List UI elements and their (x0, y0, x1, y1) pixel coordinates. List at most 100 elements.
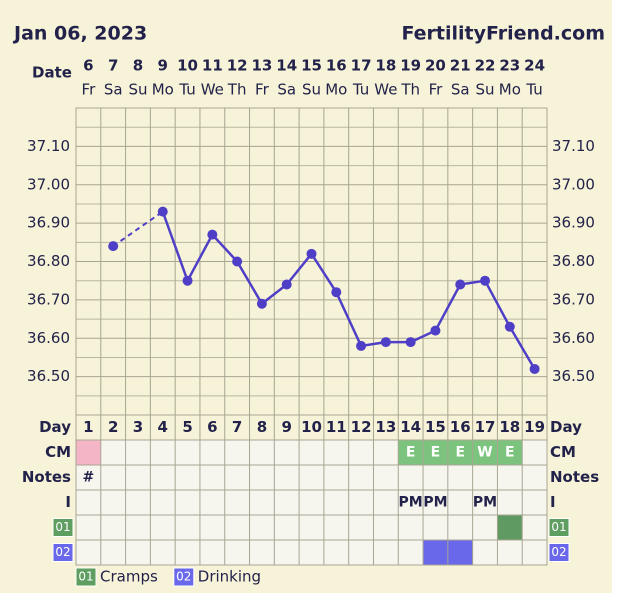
cycle-day: 4 (158, 418, 168, 436)
site-name: FertilityFriend.com (401, 23, 605, 45)
date-label: 11 (202, 57, 223, 75)
weekday-label: Fr (255, 81, 270, 99)
row-label-right: I (550, 493, 556, 511)
date-label: 15 (301, 57, 322, 75)
y-tick-label-right: 37.10 (552, 137, 595, 155)
weekday-label: Sa (451, 81, 470, 99)
cycle-day: 8 (257, 418, 267, 436)
temperature-point (331, 287, 342, 298)
row-badge (52, 518, 74, 537)
cell-fill (398, 440, 424, 465)
row-badge-label: 01 (55, 520, 70, 534)
cycle-day: 17 (475, 418, 496, 436)
date-label: 14 (276, 57, 297, 75)
cell-fill (423, 540, 448, 565)
cycle-day: 6 (207, 418, 217, 436)
y-tick-label-right: 36.80 (552, 252, 595, 270)
temperature-point (430, 325, 441, 336)
row-badge (548, 518, 570, 537)
temperature-point (232, 256, 243, 267)
cell-text: # (83, 470, 95, 486)
row-badge-label: 01 (551, 520, 566, 534)
temperature-point (480, 275, 491, 286)
cycle-day: 14 (400, 418, 421, 436)
row-badge-label: 02 (176, 570, 191, 584)
y-tick-label: 37.00 (27, 175, 70, 193)
date-label: 16 (326, 57, 347, 75)
cell-text: E (431, 445, 441, 461)
temperature-line (161, 211, 536, 370)
temperature-point (281, 279, 292, 290)
temperature-point (455, 279, 466, 290)
cycle-day: 7 (232, 418, 242, 436)
date-label: 21 (450, 57, 471, 75)
row-label: I (65, 493, 71, 511)
temperature-point (182, 275, 193, 286)
cell-fill (497, 515, 523, 540)
date-label: 8 (133, 57, 143, 75)
cycle-day: 18 (499, 418, 520, 436)
date-label: 20 (425, 57, 446, 75)
y-tick-label: 36.60 (27, 329, 70, 347)
temperature-point (529, 363, 540, 374)
weekday-label: Su (476, 81, 495, 99)
weekday-label: Tu (525, 81, 542, 99)
cell-text: PM (473, 495, 497, 511)
row-badge-label: 02 (55, 545, 70, 559)
y-tick-label: 36.80 (27, 252, 70, 270)
row-badge-label: 02 (551, 545, 566, 559)
temperature-point (108, 241, 119, 252)
cycle-day: 19 (524, 418, 545, 436)
temperature-point (157, 206, 168, 217)
date-label: 6 (83, 57, 93, 75)
cycle-day: 1 (83, 418, 93, 436)
weekday-label: Th (227, 81, 247, 99)
row-badge (52, 543, 74, 562)
plot-border (75, 107, 548, 566)
cycle-day: 5 (182, 418, 192, 436)
date-label: 9 (158, 57, 168, 75)
cell-text: E (505, 445, 515, 461)
y-tick-label-right: 36.90 (552, 214, 595, 232)
weekday-label: Mo (499, 81, 521, 99)
row-label-right: Notes (550, 468, 599, 486)
weekday-label: Th (400, 81, 420, 99)
cell-fill (472, 440, 498, 465)
weekday-label: Su (128, 81, 147, 99)
date-label: 22 (475, 57, 496, 75)
cell-text: E (455, 445, 465, 461)
weekday-label: We (374, 81, 397, 99)
temperature-point (504, 321, 515, 332)
date-label: Date (32, 64, 72, 82)
date-label: 23 (499, 57, 520, 75)
cycle-day: 9 (281, 418, 291, 436)
date-label: 13 (251, 57, 272, 75)
day-row-label: Day (39, 418, 71, 436)
cycle-day: 12 (351, 418, 372, 436)
row-badge (173, 567, 195, 587)
cycle-day: 16 (450, 418, 471, 436)
row-badge-label: 01 (78, 570, 93, 584)
y-tick-label: 36.70 (27, 290, 70, 308)
cell-fill (423, 440, 448, 465)
date-label: 17 (351, 57, 372, 75)
weekday-label: Su (302, 81, 321, 99)
weekday-label: Mo (152, 81, 174, 99)
y-tick-label: 36.50 (27, 367, 70, 385)
cell-text: E (406, 445, 416, 461)
weekday-label: Tu (178, 81, 195, 99)
cell-fill (447, 540, 473, 565)
cycle-day: 11 (326, 418, 347, 436)
cell-text: PM (399, 495, 423, 511)
y-tick-label-right: 36.60 (552, 329, 595, 347)
cell-fill (76, 440, 101, 465)
chart-date: Jan 06, 2023 (12, 23, 147, 45)
cycle-day: 13 (375, 418, 396, 436)
day-row-label-right: Day (550, 418, 582, 436)
temperature-point (380, 337, 391, 348)
cell-text: W (477, 445, 492, 461)
weekday-label: Tu (352, 81, 369, 99)
weekday-label: Fr (82, 81, 97, 99)
weekday-label: Fr (429, 81, 444, 99)
